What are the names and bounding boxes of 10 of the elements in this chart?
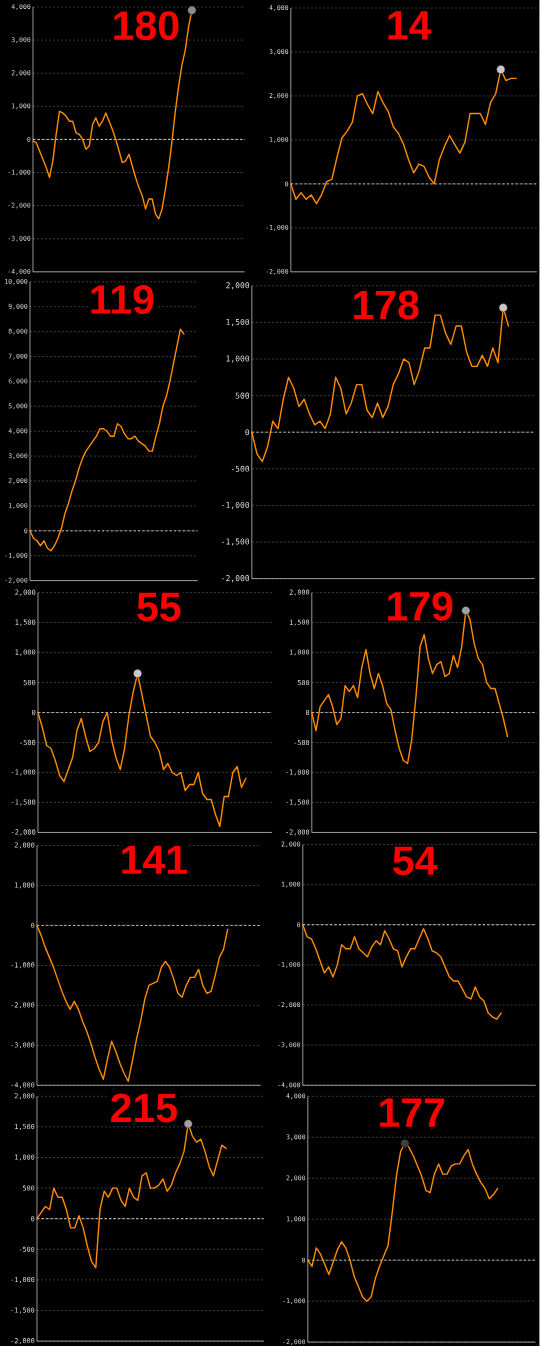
chart-title: 178 [354,290,419,320]
chart-title: 179 [388,591,453,621]
chart-title: 177 [380,1098,445,1127]
chart-title: 54 [393,846,438,876]
chart-title: 141 [122,845,188,874]
chart-title: 55 [137,592,181,622]
chart-title: 215 [111,1093,178,1123]
chart-title: 180 [114,11,179,41]
chart-title: 119 [91,285,154,315]
chart-title: 14 [388,11,432,40]
